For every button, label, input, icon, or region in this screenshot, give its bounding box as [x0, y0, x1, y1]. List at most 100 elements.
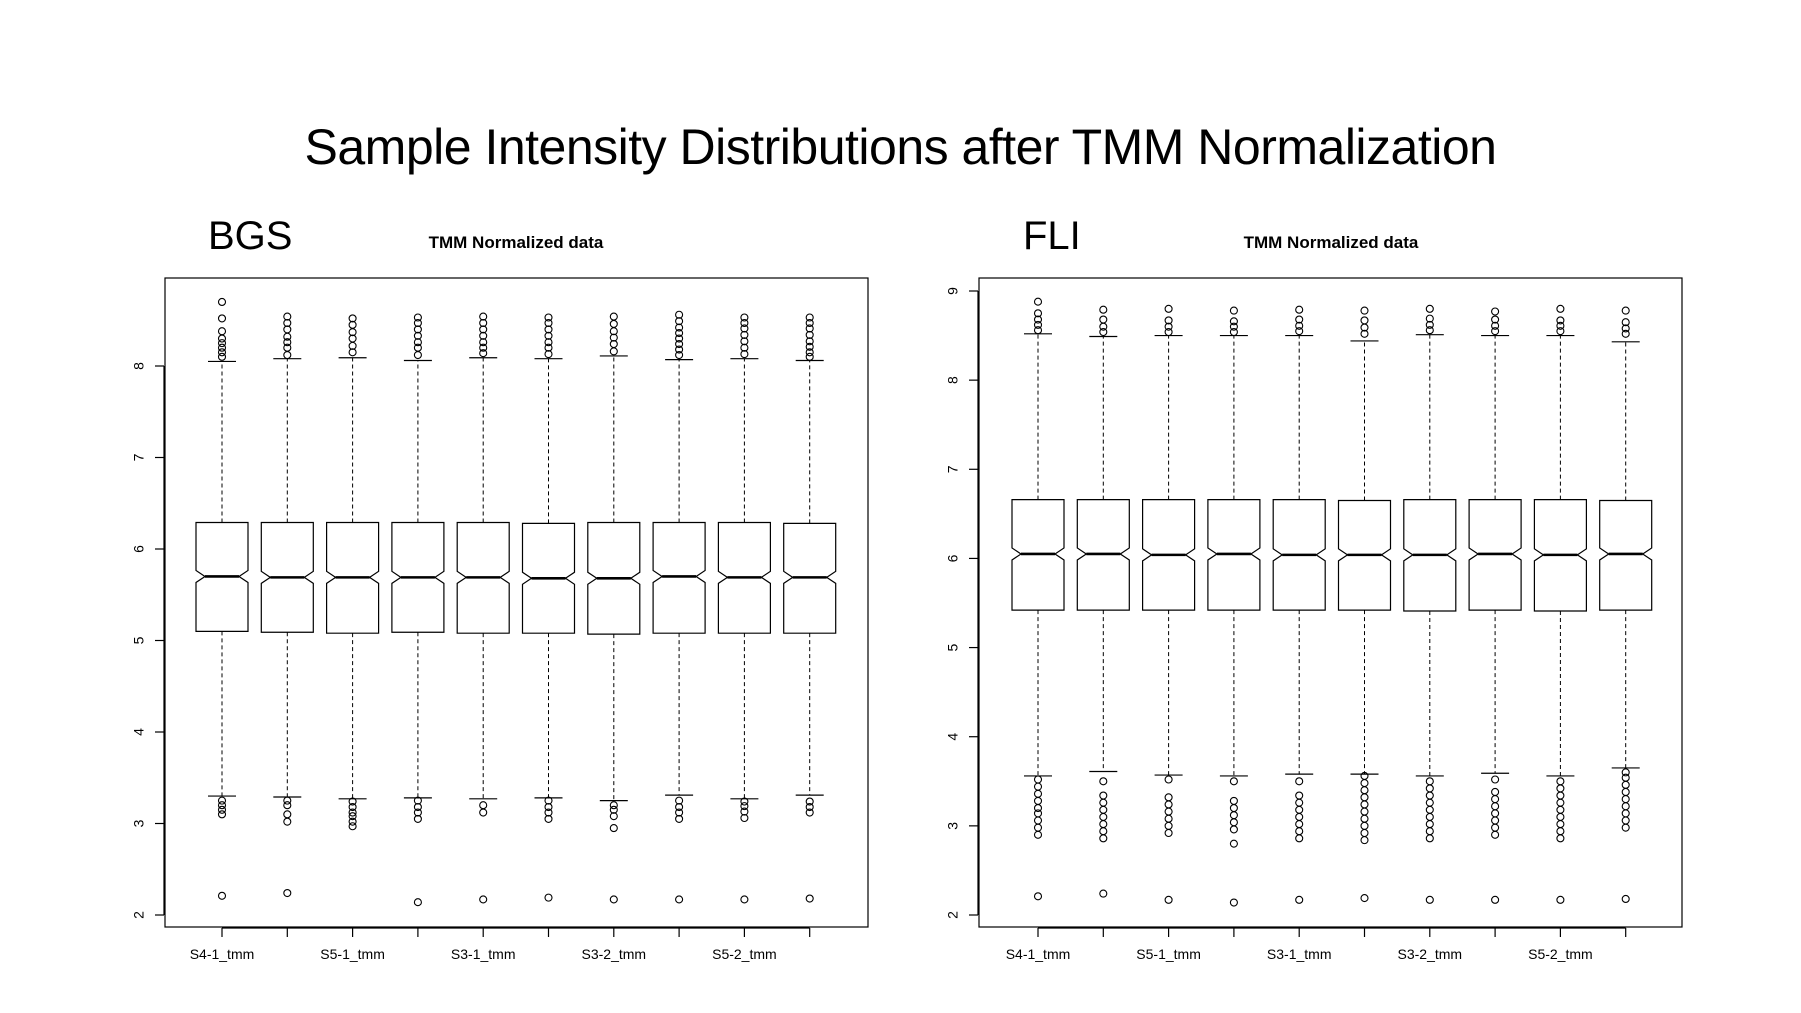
outlier-point — [1556, 777, 1565, 786]
outlier-point — [675, 310, 684, 319]
outlier-point — [1164, 304, 1173, 313]
outlier-point — [609, 805, 618, 814]
outlier-point — [1425, 320, 1434, 329]
outlier-point — [413, 343, 422, 352]
outlier-point — [217, 801, 227, 810]
outlier-point — [1164, 821, 1173, 830]
outlier-point — [479, 895, 488, 904]
outlier-point — [1164, 895, 1173, 904]
outlier-point — [1099, 812, 1108, 821]
outlier-point — [1491, 802, 1500, 811]
x-tick-label: S3-2_tmm — [582, 946, 647, 962]
outlier-point — [675, 334, 684, 343]
outlier-point — [479, 349, 488, 358]
x-tick-label: S3-1_tmm — [1267, 946, 1332, 962]
outlier-point — [1360, 793, 1369, 802]
outlier-point — [1556, 327, 1565, 336]
outlier-point — [1295, 827, 1304, 836]
outlier-point — [1425, 784, 1434, 793]
outlier-point — [1033, 830, 1043, 839]
outlier-point — [283, 350, 292, 360]
x-tick-label: S3-1_tmm — [451, 946, 516, 962]
outlier-point — [479, 331, 488, 340]
y-tick-label: 4 — [945, 733, 961, 741]
outlier-point — [1360, 779, 1369, 788]
outlier-point — [1621, 306, 1630, 315]
outlier-point — [544, 325, 553, 334]
outlier-point — [1229, 317, 1238, 326]
x-tick-label: S5-1_tmm — [320, 946, 385, 962]
outlier-point — [1360, 814, 1369, 823]
outlier-point — [283, 318, 292, 328]
outlier-point — [479, 808, 488, 817]
outlier-point — [413, 338, 422, 347]
outlier-point — [1033, 789, 1043, 798]
outlier-point — [1099, 889, 1108, 898]
outlier-point — [1164, 775, 1173, 784]
outlier-point — [1033, 892, 1043, 901]
outlier-point — [1556, 316, 1565, 325]
outlier-point — [1425, 812, 1434, 821]
outlier-point — [1229, 825, 1238, 834]
outlier-point — [1621, 823, 1630, 832]
outlier-point — [348, 797, 357, 806]
x-tick-label: S5-2_tmm — [712, 946, 777, 962]
outlier-point — [1360, 786, 1369, 795]
outlier-point — [1033, 796, 1043, 805]
box-2 — [1076, 305, 1130, 898]
outlier-point — [1295, 895, 1304, 904]
outlier-point — [413, 350, 422, 360]
outlier-point — [1033, 320, 1043, 329]
outlier-point — [1229, 796, 1238, 805]
outlier-point — [1621, 773, 1630, 782]
outlier-point — [1360, 800, 1369, 809]
outlier-point — [1229, 306, 1238, 315]
outlier-point — [1099, 315, 1108, 324]
outlier-point — [805, 352, 814, 361]
outlier-point — [413, 898, 422, 907]
outlier-point — [1099, 834, 1108, 843]
outlier-point — [1491, 307, 1500, 316]
outlier-point — [1360, 821, 1369, 830]
outlier-point — [675, 345, 684, 354]
outlier-point — [675, 317, 684, 326]
outlier-point — [1491, 327, 1500, 336]
y-tick-label: 7 — [131, 453, 147, 461]
outlier-point — [675, 350, 684, 360]
outlier-point — [1033, 309, 1043, 318]
outlier-point — [1491, 315, 1500, 324]
panel-label-fli: FLI — [1023, 214, 1081, 258]
x-tick-label: S4-1_tmm — [190, 946, 255, 962]
outlier-point — [740, 895, 749, 904]
outlier-point — [1621, 318, 1630, 327]
outlier-point — [544, 796, 553, 805]
outlier-point — [1425, 326, 1434, 335]
outlier-point — [217, 314, 227, 323]
outlier-point — [217, 805, 227, 814]
outlier-point — [1556, 827, 1565, 836]
outlier-point — [1491, 816, 1500, 825]
outlier-point — [283, 312, 292, 321]
outlier-point — [609, 812, 618, 821]
outlier-point — [217, 334, 227, 343]
outlier-point — [805, 808, 814, 817]
outlier-point — [1360, 329, 1369, 338]
outlier-point — [1556, 812, 1565, 821]
outlier-point — [805, 313, 814, 322]
outlier-point — [1491, 321, 1500, 330]
outlier-point — [217, 810, 227, 819]
outlier-point — [1295, 834, 1304, 843]
outlier-point — [283, 810, 292, 819]
outlier-point — [1033, 823, 1043, 832]
outlier-point — [675, 339, 684, 349]
outlier-point — [1425, 777, 1434, 786]
y-tick-label: 8 — [945, 376, 961, 384]
outlier-point — [675, 808, 684, 817]
outlier-point — [740, 324, 749, 333]
outlier-point — [609, 824, 618, 833]
outlier-point — [1164, 322, 1173, 331]
outlier-point — [1621, 324, 1630, 333]
outlier-point — [1099, 827, 1108, 836]
outlier-point — [1556, 820, 1565, 829]
box-7 — [587, 312, 641, 904]
